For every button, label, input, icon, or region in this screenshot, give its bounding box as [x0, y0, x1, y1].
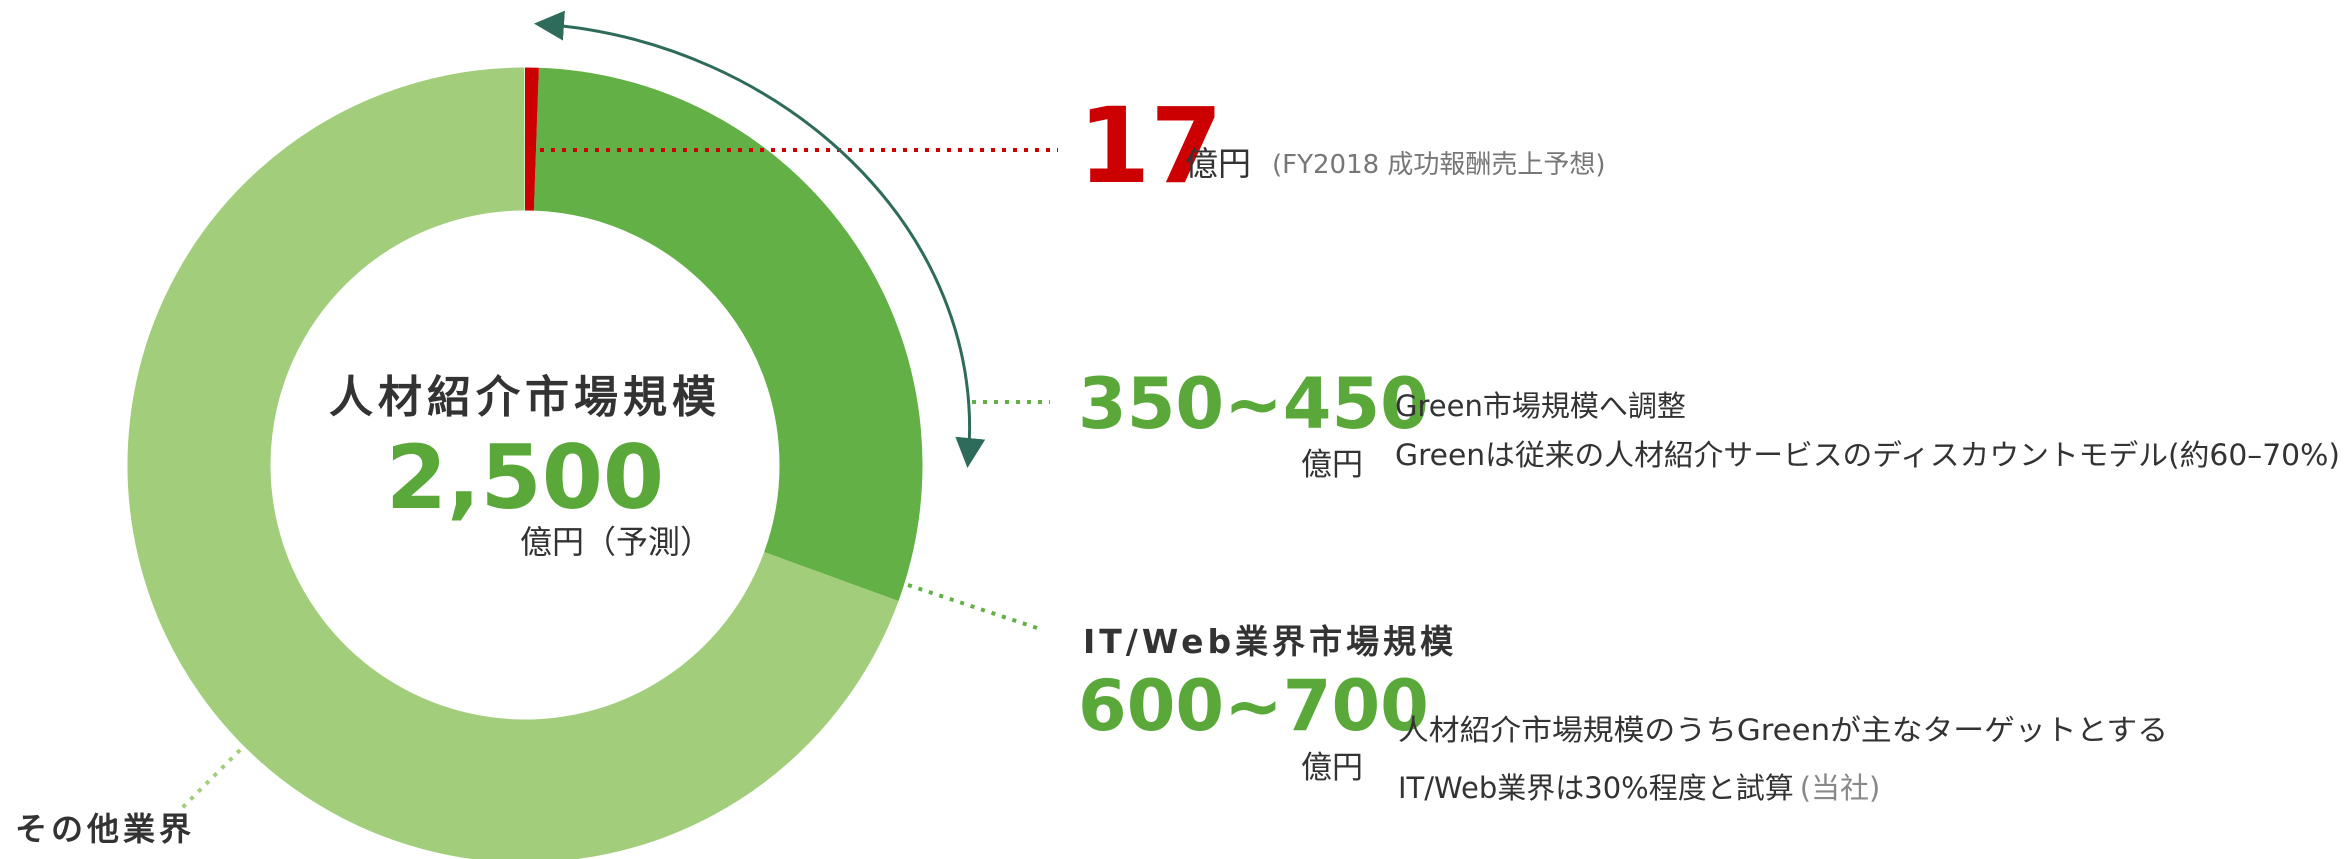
callout-value: 600~700 — [1078, 665, 1429, 747]
callout-unit: 億円 — [1185, 144, 1251, 183]
callout-value: 17 — [1078, 85, 1223, 207]
center-unit: 億円（予測） — [520, 523, 712, 561]
center-value: 2,500 — [386, 426, 664, 529]
callout-value: 350~450 — [1078, 363, 1429, 445]
callout-line: Green市場規模へ調整 — [1395, 389, 1686, 423]
connector — [178, 748, 242, 812]
callout-source: (当社) — [1800, 771, 1881, 805]
callout-line: IT/Web業界は30%程度と試算 (当社) — [1398, 771, 1880, 805]
donut-segment — [127, 67, 899, 859]
callout-unit: 億円 — [1301, 447, 1363, 483]
callout-unit: 億円 — [1301, 750, 1363, 786]
callout-line: 人材紹介市場規模のうちGreenが主なターゲットとする — [1398, 713, 2168, 747]
center-title: 人材紹介市場規模 — [329, 372, 721, 423]
callout-line: Greenは従来の人材紹介サービスのディスカウントモデル(約60–70%) — [1395, 438, 2340, 472]
arrow — [534, 10, 986, 468]
callout-title: IT/Web業界市場規模 — [1083, 622, 1457, 661]
callout-note: (FY2018 成功報酬売上予想) — [1272, 150, 1606, 180]
callout-line-text: IT/Web業界は30%程度と試算 — [1398, 771, 1794, 805]
connector — [907, 583, 1044, 632]
other-label: その他業界 — [15, 810, 195, 848]
